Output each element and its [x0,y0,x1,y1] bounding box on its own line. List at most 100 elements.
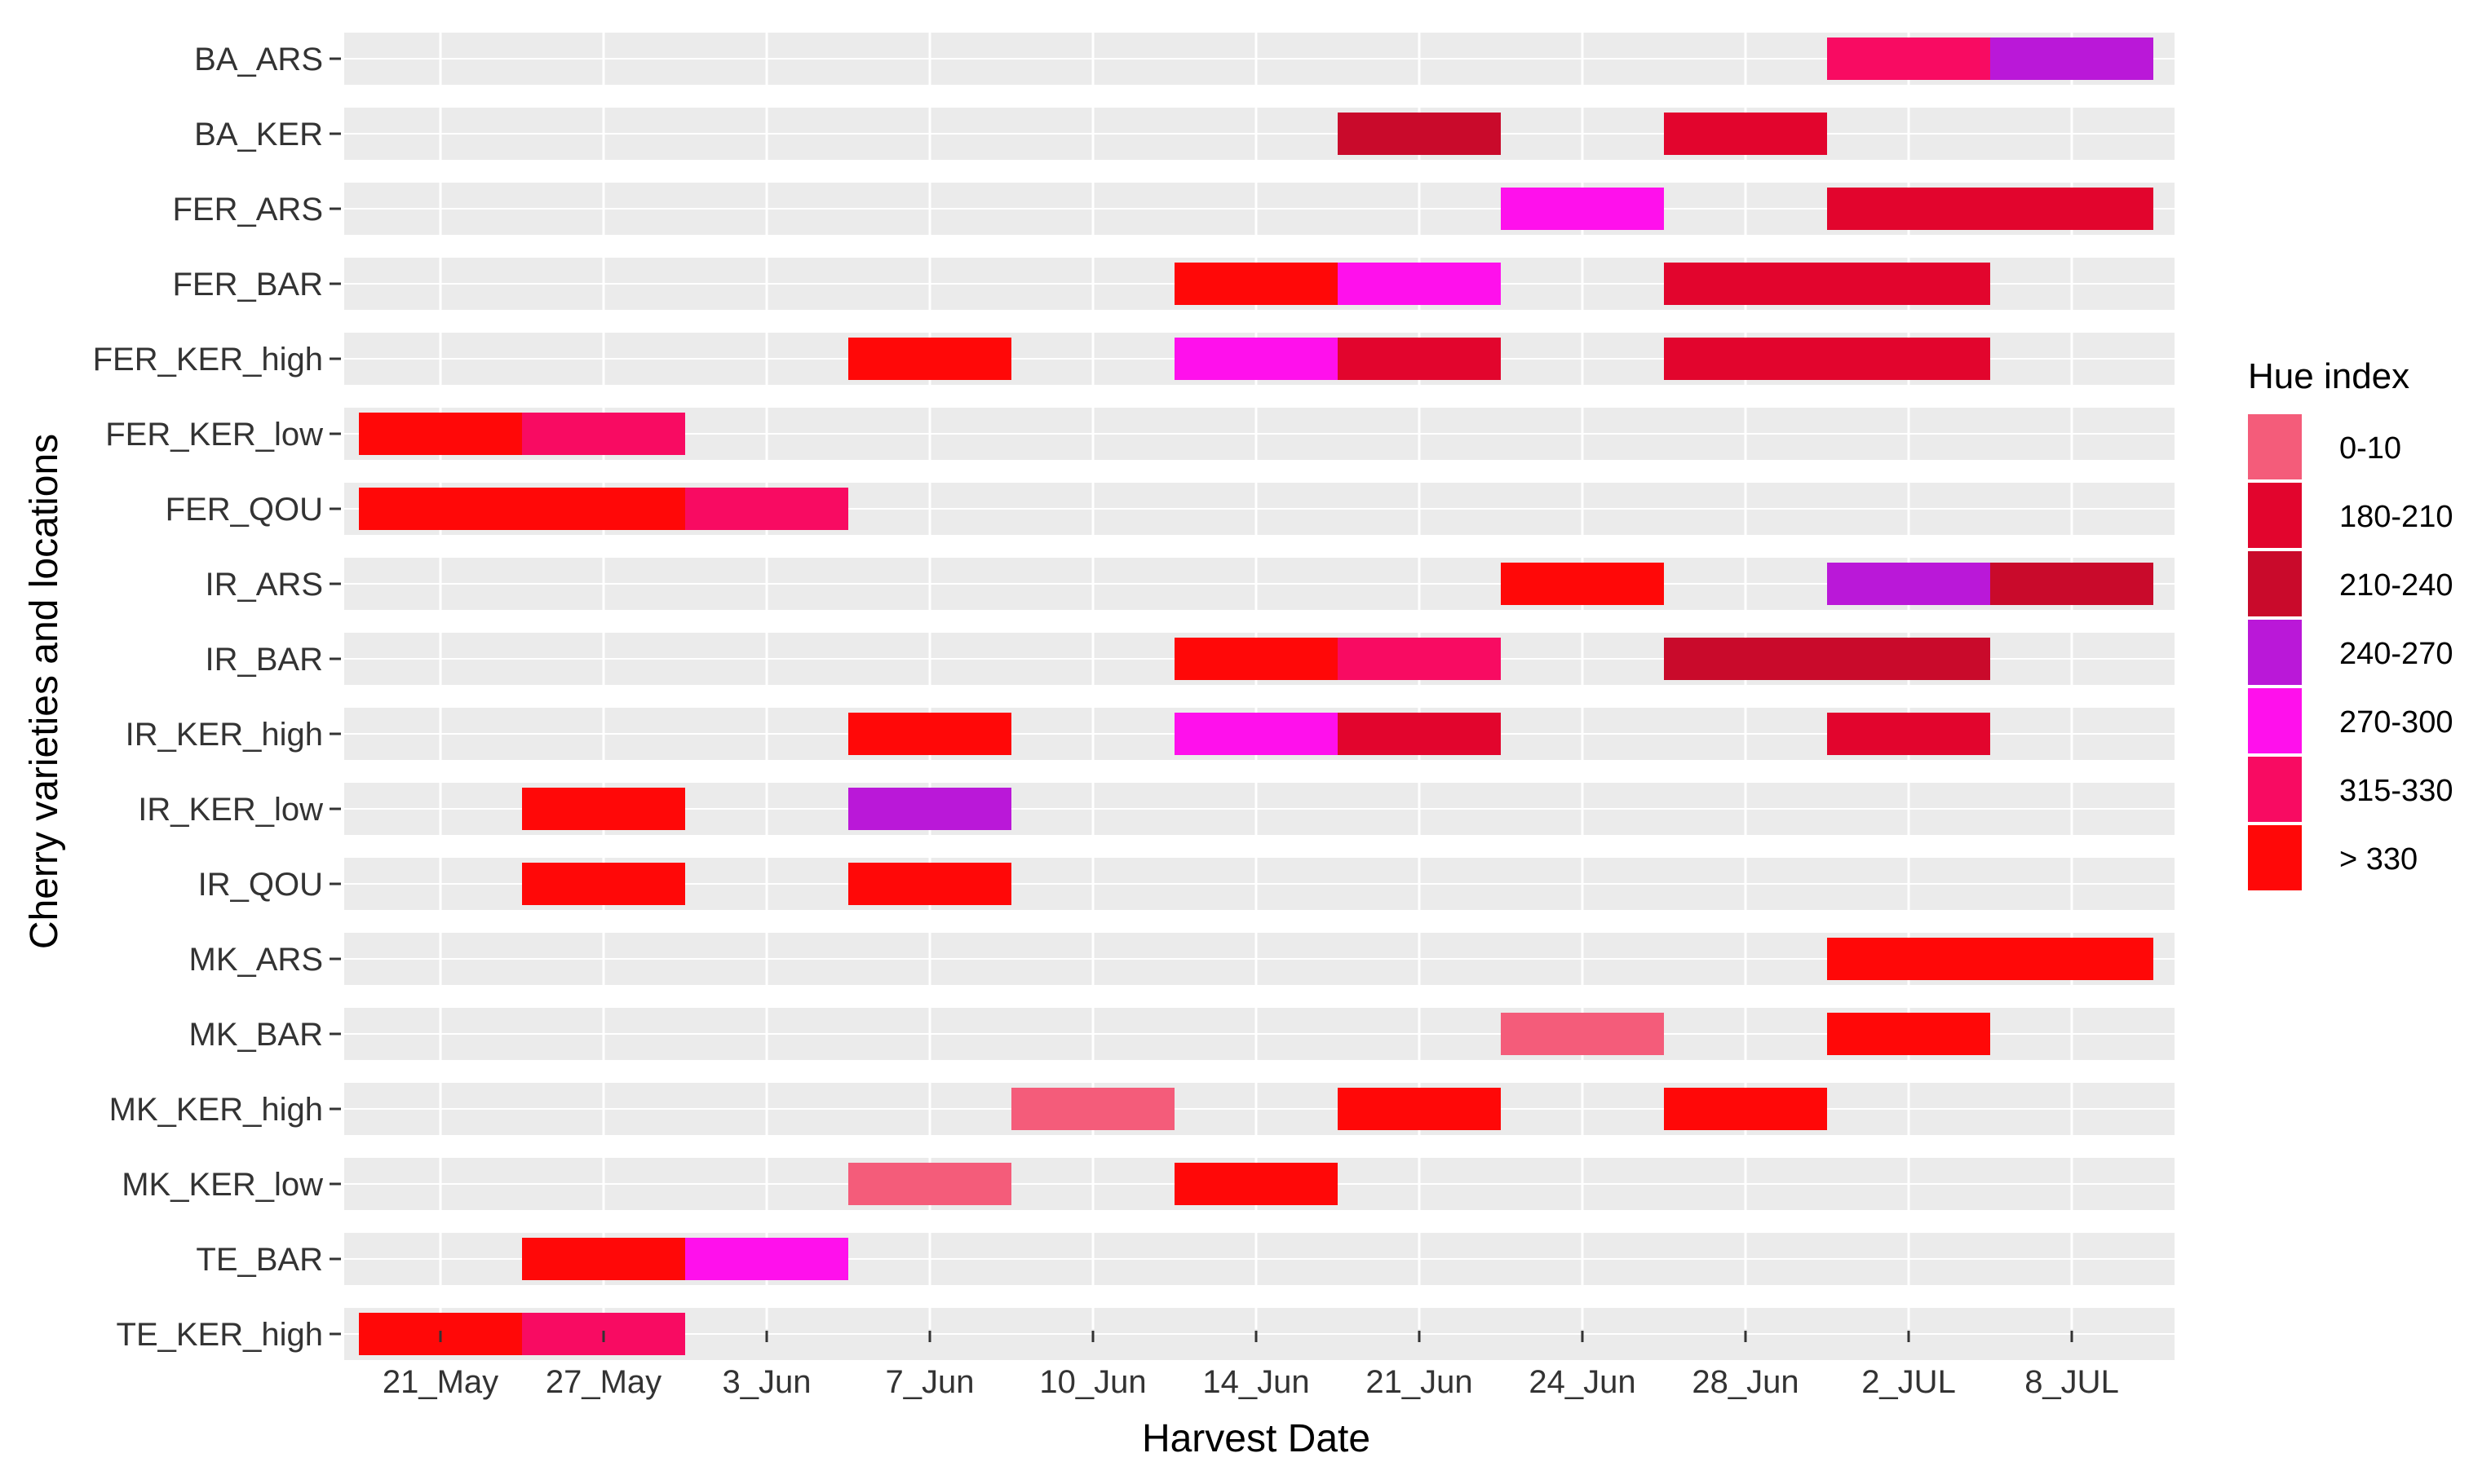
hue-tile [1338,1088,1501,1130]
legend-label: > 330 [2339,842,2418,877]
legend-label: 270-300 [2339,705,2453,740]
y-tick-label: FER_KER_high [93,342,323,378]
hue-tile [1664,338,1827,380]
hue-tile [848,713,1011,755]
x-tick-label: 21_Jun [1365,1364,1472,1400]
hue-tile [848,788,1011,830]
x-tick-label: 8_JUL [2024,1364,2119,1400]
hue-tile [1827,38,1990,80]
hue-tile [359,488,522,530]
hue-tile [1827,713,1990,755]
hue-tile [1338,263,1501,305]
hue-tile [522,413,685,455]
hue-tile [522,788,685,830]
y-tick-label: MK_BAR [189,1017,324,1053]
legend-swatch [2248,825,2302,890]
x-tick-label: 24_Jun [1529,1364,1635,1400]
hue-tile [1175,638,1338,680]
hue-tile [1664,638,1827,680]
hue-tiles [359,38,2153,1355]
hue-tile [1338,638,1501,680]
y-tick-label: TE_KER_high [117,1317,323,1353]
hue-tile [1501,563,1664,605]
hue-tile [1990,188,2153,230]
hue-tile [522,488,685,530]
hue-tile [1990,563,2153,605]
y-tick-label: BA_ARS [194,42,323,77]
y-tick-label: IR_KER_low [138,792,323,828]
legend-swatch [2248,688,2302,753]
y-axis: BA_ARS BA_KER FER_ARS FER_BAR FER_KER_high FE… [93,42,341,1353]
legend-items: 0-10 180-210 210-240 240-270 270-300 315-330 >… [2248,414,2453,890]
legend-swatch [2248,483,2302,548]
hue-tile [359,413,522,455]
y-tick-label: BA_KER [194,117,323,152]
hue-tile [1990,938,2153,980]
hue-tile [1827,188,1990,230]
x-tick-label: 10_Jun [1039,1364,1146,1400]
y-tick-label: IR_ARS [206,567,324,603]
hue-tile [1827,263,1990,305]
hue-tile [1827,338,1990,380]
legend-label: 0-10 [2339,431,2401,466]
y-tick-label: FER_QOU [166,492,323,528]
x-tick-label: 28_Jun [1692,1364,1799,1400]
hue-tile [1827,938,1990,980]
hue-tile [685,1238,848,1280]
y-tick-label: IR_QOU [198,867,323,903]
legend-swatch [2248,757,2302,822]
y-tick-label: IR_BAR [206,642,324,678]
hue-tile [1338,338,1501,380]
hue-tile [1011,1088,1175,1130]
hue-tile [522,863,685,905]
hue-tile [1827,638,1990,680]
x-axis-title: Harvest Date [1142,1417,1370,1460]
x-tick-label: 14_Jun [1202,1364,1309,1400]
hue-tile [1827,1013,1990,1055]
legend-label: 210-240 [2339,568,2453,603]
hue-tile [1501,1013,1664,1055]
hue-tile [1175,713,1338,755]
hue-tile [685,488,848,530]
hue-tile [848,863,1011,905]
y-tick-label: MK_ARS [189,942,324,978]
hue-tile [1827,563,1990,605]
x-tick-label: 3_Jun [723,1364,812,1400]
hue-tile [1990,38,2153,80]
y-tick-label: IR_KER_high [126,717,323,753]
legend-label: 180-210 [2339,500,2453,534]
legend-title: Hue index [2248,356,2409,396]
hue-tile [1175,263,1338,305]
hue-tile [522,1238,685,1280]
x-tick-label: 21_May [383,1364,498,1400]
hue-tile [848,1163,1011,1205]
legend-label: 315-330 [2339,774,2453,808]
hue-tile [1664,113,1827,155]
hue-tile [1175,1163,1338,1205]
legend: Hue index 0-10 180-210 210-240 240-270 270-3… [2248,356,2453,890]
legend-swatch [2248,620,2302,685]
hue-tile [1664,1088,1827,1130]
legend-swatch [2248,551,2302,616]
y-tick-label: FER_ARS [173,192,324,227]
y-tick-label: FER_KER_low [105,417,323,453]
hue-tile [1501,188,1664,230]
hue-tile [1338,113,1501,155]
y-tick-label: MK_KER_low [122,1167,323,1203]
y-tick-label: TE_BAR [196,1242,323,1278]
row-bands [344,33,2175,1360]
y-tick-label: FER_BAR [173,267,324,303]
y-tick-label: MK_KER_high [109,1092,323,1128]
hue-tile [1175,338,1338,380]
y-axis-title: Cherry varieties and locations [23,434,66,949]
x-tick-label: 27_May [546,1364,661,1400]
hue-tile [1664,263,1827,305]
hue-tile [848,338,1011,380]
x-tick-label: 2_JUL [1861,1364,1956,1400]
x-axis: 21_May 27_May 3_Jun 7_Jun 10_Jun 14_Jun 21_Jun… [383,1331,2119,1400]
legend-label: 240-270 [2339,637,2453,671]
legend-swatch [2248,414,2302,479]
x-tick-label: 7_Jun [886,1364,975,1400]
hue-tile [1338,713,1501,755]
